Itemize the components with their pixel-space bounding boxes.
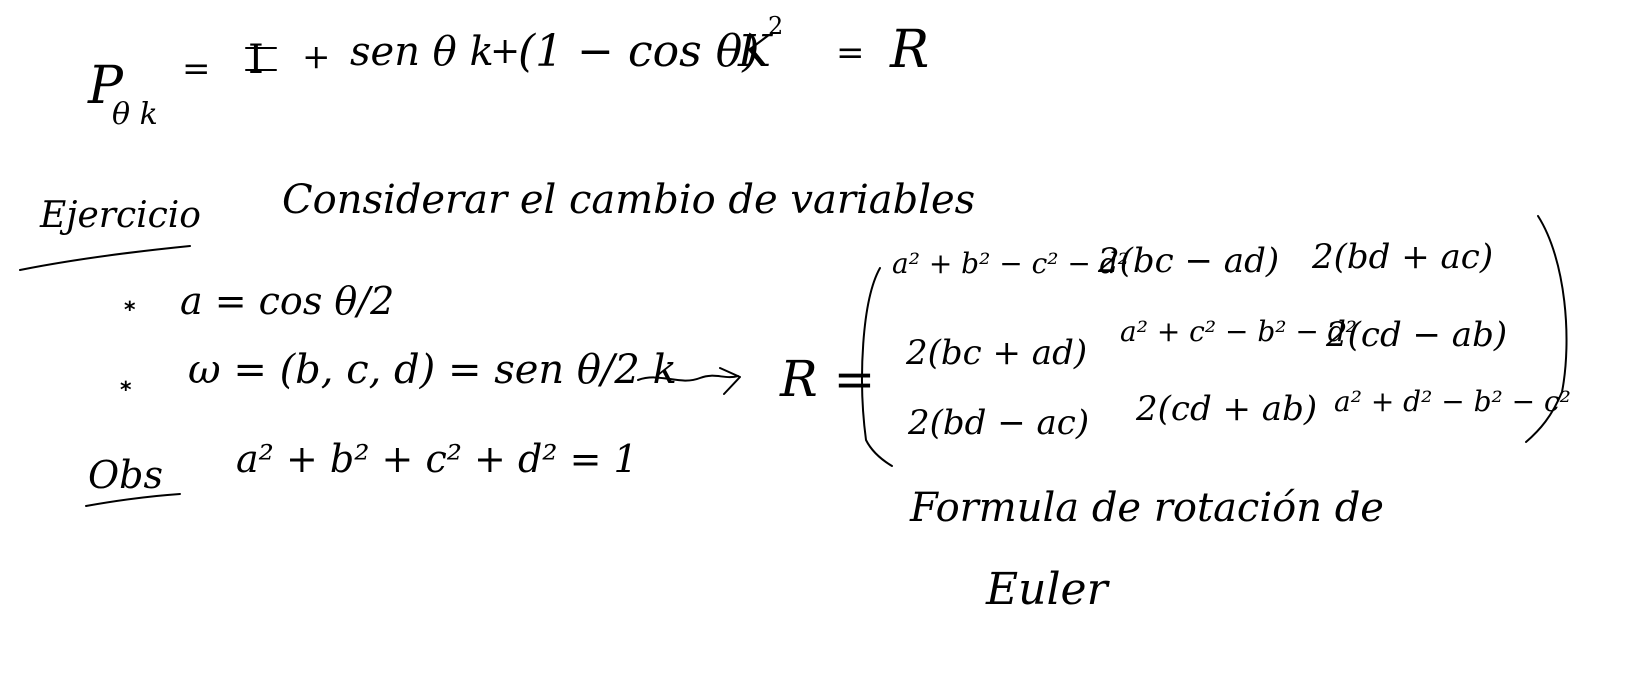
matrix-cell-r3c1: 2(bd − ac) (908, 403, 1090, 443)
bullet-star-icon: * (120, 378, 132, 403)
matrix-cell-r1c3: 2(bd + ac) (1312, 237, 1494, 277)
obs-label: Obs (88, 453, 163, 497)
obs-text: a² + b² + c² + d² = 1 (236, 437, 638, 481)
arrow-head (719, 367, 741, 395)
matrix-cell-r2c3: 2(cd − ab) (1326, 315, 1508, 355)
matrix-cell-r3c3: a² + d² − b² − c² (1334, 385, 1571, 418)
bullet-star-icon: * (124, 298, 136, 323)
caption-line-2: Euler (986, 564, 1108, 615)
matrix-cell-r2c2: a² + c² − b² − d² (1120, 315, 1357, 348)
exercise-underline (19, 245, 191, 271)
equation-rhs: R (890, 20, 930, 80)
equation-plus-2: + (490, 31, 521, 72)
equation-one-minus-cos: (1 − cos θ) (518, 26, 760, 77)
matrix-cell-r1c2: 2(bc − ad) (1098, 241, 1280, 281)
equation-sin-term: sen θ k (350, 29, 494, 75)
matrix-cell-r3c2: 2(cd + ab) (1136, 389, 1318, 429)
equation-plus-1: + (302, 37, 331, 77)
matrix-lhs: R = (780, 350, 876, 408)
exercise-instruction: Considerar el cambio de variables (282, 177, 976, 223)
equation-k-squared-base: K (738, 26, 771, 77)
matrix-cell-r1c1: a² + b² − c² − d² (892, 247, 1129, 280)
equation-identity: I (248, 37, 264, 83)
equation-equals-2: = (836, 33, 865, 73)
caption-line-1: Formula de rotación de (910, 485, 1384, 531)
equation-lhs-symbol: P (88, 56, 123, 116)
equation-lhs-subscript: θ k (112, 97, 158, 132)
exercise-item-a: a = cos θ/2 (180, 279, 395, 323)
exercise-title: Ejercicio (40, 195, 201, 236)
equation-equals-1: = (182, 49, 211, 89)
exercise-item-w: ω = (b, c, d) = sen θ/2 k (188, 347, 677, 393)
matrix-cell-r2c1: 2(bc + ad) (906, 333, 1088, 373)
equation-k-squared-exp: 2 (768, 12, 784, 40)
